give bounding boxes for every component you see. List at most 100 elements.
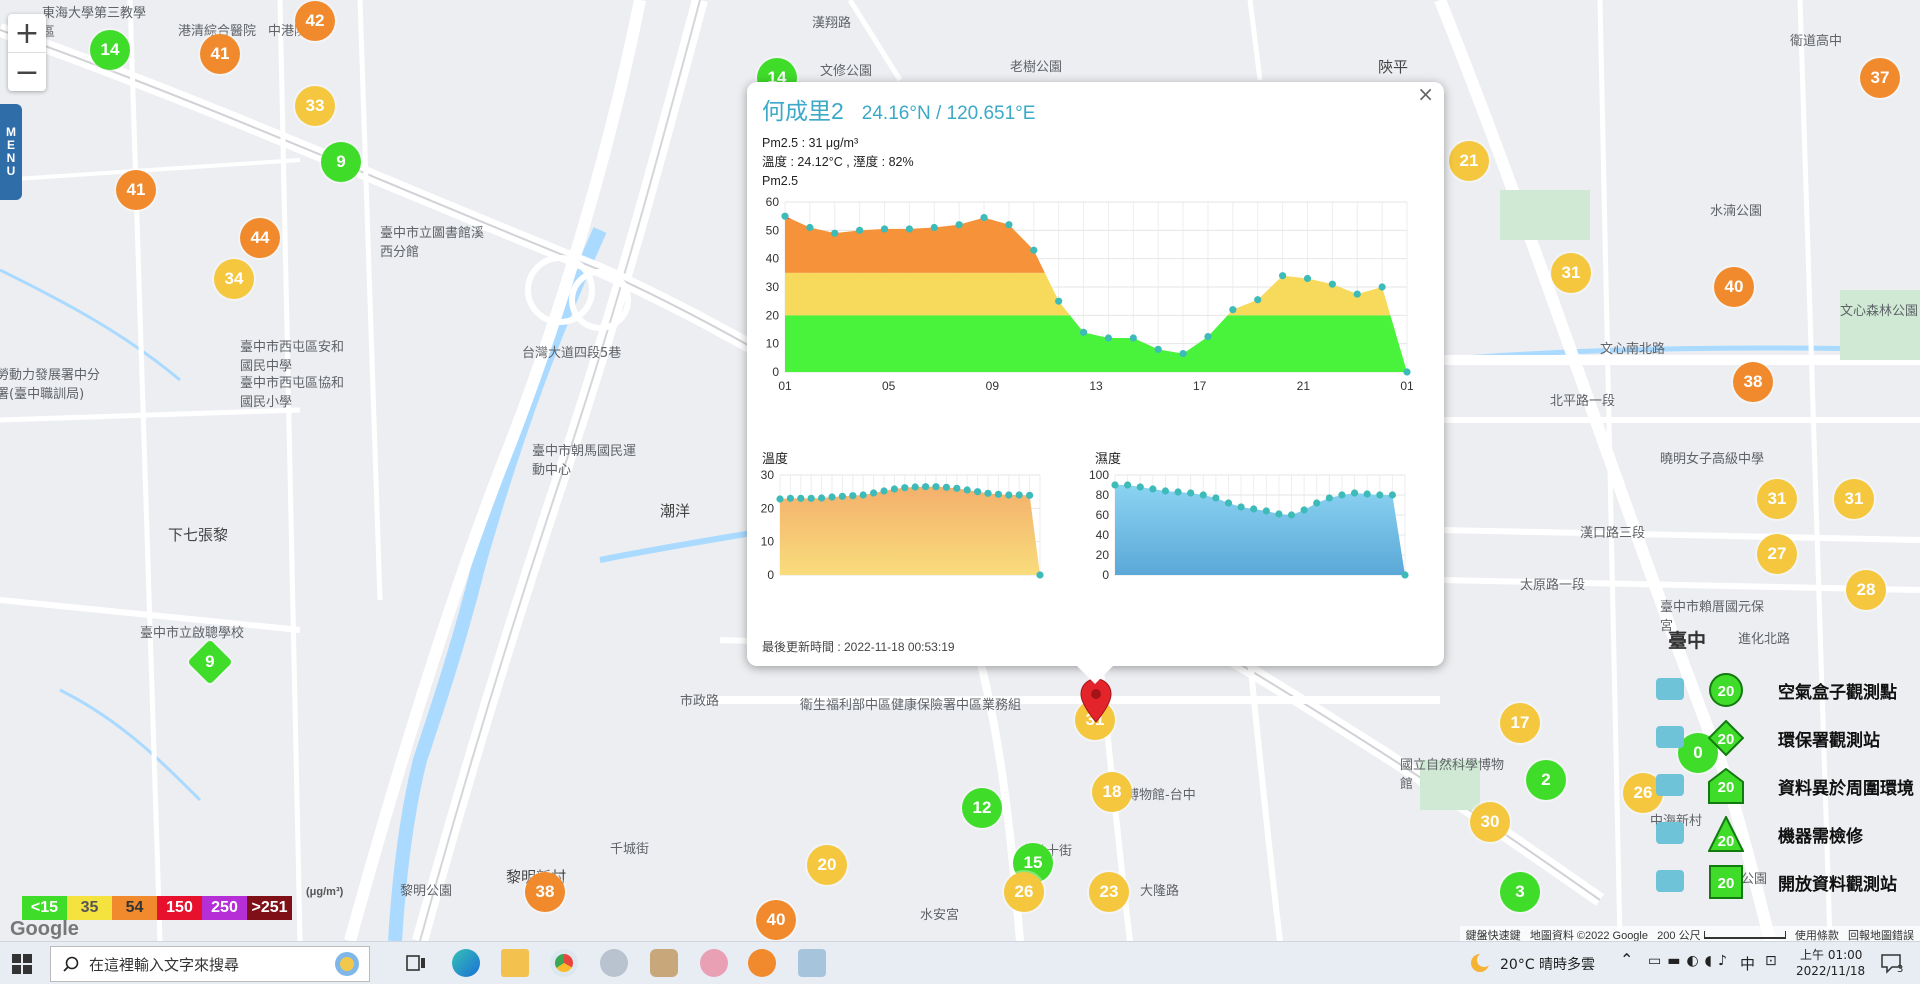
data-point[interactable]: [806, 223, 814, 232]
task-view-icon[interactable]: [402, 949, 430, 977]
data-point[interactable]: [901, 484, 909, 492]
terms-link[interactable]: 使用條款: [1794, 930, 1839, 941]
data-point[interactable]: [1287, 511, 1296, 519]
aq-station-marker[interactable]: 37: [1860, 58, 1900, 98]
aq-station-marker[interactable]: 17: [1500, 703, 1540, 743]
aq-station-marker[interactable]: 31: [1757, 479, 1797, 519]
tray-chevron-icon[interactable]: ⌃: [1620, 950, 1634, 969]
zoom-in-button[interactable]: +: [14, 15, 40, 51]
aq-station-marker[interactable]: 9: [321, 142, 361, 182]
data-point[interactable]: [1199, 491, 1207, 499]
data-point[interactable]: [1250, 505, 1258, 513]
data-point[interactable]: [1300, 506, 1308, 514]
data-point[interactable]: [1212, 494, 1220, 502]
data-point[interactable]: [1104, 334, 1113, 342]
data-point[interactable]: [1350, 489, 1359, 497]
data-point[interactable]: [1030, 246, 1038, 254]
aq-station-marker[interactable]: 3: [1500, 872, 1540, 912]
data-point[interactable]: [818, 494, 826, 502]
aq-station-marker[interactable]: 20: [807, 845, 847, 885]
app-icon-2[interactable]: [650, 949, 678, 977]
chrome-browser-icon[interactable]: [550, 949, 578, 977]
data-point[interactable]: [1055, 297, 1063, 305]
data-point[interactable]: [1174, 488, 1182, 496]
data-point[interactable]: [1224, 499, 1233, 507]
data-point[interactable]: [1015, 491, 1023, 499]
aq-station-marker[interactable]: 26: [1004, 872, 1044, 912]
data-point[interactable]: [922, 483, 930, 491]
aq-station-marker[interactable]: 42: [295, 1, 335, 41]
data-point[interactable]: [994, 490, 1002, 498]
ime-mode-icon[interactable]: ⊡: [1765, 953, 1777, 969]
data-point[interactable]: [1149, 485, 1157, 493]
data-point[interactable]: [1129, 334, 1137, 342]
data-point[interactable]: [1353, 290, 1361, 298]
clock-time[interactable]: 上午 01:00: [1800, 948, 1863, 962]
report-error-link[interactable]: 回報地圖錯誤: [1848, 930, 1914, 941]
taskbar-search-box[interactable]: 在這裡輸入文字來搜尋: [50, 946, 370, 982]
aq-station-marker[interactable]: 44: [240, 218, 280, 258]
ime-indicator[interactable]: 中: [1740, 955, 1756, 973]
data-point[interactable]: [807, 494, 815, 502]
data-point[interactable]: [1388, 491, 1396, 499]
data-point[interactable]: [856, 226, 864, 234]
data-point[interactable]: [1026, 491, 1034, 499]
weather-icon[interactable]: [1468, 951, 1492, 975]
data-point[interactable]: [890, 485, 898, 493]
aq-station-marker[interactable]: 31: [1551, 253, 1591, 293]
data-point[interactable]: [1338, 491, 1346, 499]
aq-station-marker[interactable]: 31: [1834, 479, 1874, 519]
data-point[interactable]: [1313, 499, 1321, 507]
data-point[interactable]: [1161, 487, 1170, 495]
aq-station-marker[interactable]: 41: [116, 170, 156, 210]
data-point[interactable]: [1237, 503, 1245, 511]
data-point[interactable]: [1254, 296, 1262, 304]
close-icon[interactable]: ×: [1417, 82, 1434, 106]
data-point[interactable]: [1403, 368, 1411, 376]
data-point[interactable]: [1328, 280, 1336, 288]
edge-browser-icon[interactable]: [452, 949, 480, 977]
data-point[interactable]: [1111, 481, 1119, 489]
data-point[interactable]: [1303, 274, 1312, 283]
data-point[interactable]: [870, 489, 878, 497]
data-point[interactable]: [880, 487, 888, 495]
data-point[interactable]: [1005, 491, 1013, 499]
data-point[interactable]: [1401, 571, 1409, 579]
data-point[interactable]: [963, 486, 971, 494]
location-pin-icon[interactable]: [1080, 678, 1112, 724]
windows-start-icon[interactable]: [12, 954, 32, 974]
app-icon-5[interactable]: [798, 949, 826, 977]
data-point[interactable]: [955, 221, 963, 229]
data-point[interactable]: [1154, 345, 1162, 353]
aq-station-marker[interactable]: 40: [1714, 267, 1754, 307]
aq-station-marker[interactable]: 12: [962, 788, 1002, 828]
data-point[interactable]: [849, 492, 857, 500]
aq-station-marker[interactable]: 23: [1089, 872, 1129, 912]
scale-text[interactable]: 200 公尺: [1657, 930, 1701, 941]
app-icon-3[interactable]: [700, 949, 728, 977]
zoom-out-button[interactable]: −: [8, 52, 46, 91]
aq-station-marker[interactable]: 14: [90, 30, 130, 70]
aq-station-marker[interactable]: 30: [1470, 802, 1510, 842]
data-point[interactable]: [942, 483, 950, 491]
file-explorer-icon[interactable]: [501, 949, 529, 977]
data-point[interactable]: [1275, 510, 1283, 518]
data-point[interactable]: [831, 229, 839, 237]
data-point[interactable]: [1262, 507, 1270, 515]
keyboard-shortcuts-link[interactable]: 鍵盤快速鍵: [1465, 930, 1521, 941]
data-point[interactable]: [905, 225, 913, 233]
data-point[interactable]: [1204, 332, 1212, 341]
search-highlight-icon[interactable]: [333, 950, 361, 978]
data-point[interactable]: [980, 213, 988, 222]
data-point[interactable]: [1279, 272, 1287, 280]
data-point[interactable]: [953, 484, 961, 492]
tray-system-icons[interactable]: ▭▬◐◖♪: [1648, 953, 1733, 969]
map-canvas[interactable]: 東海大學第三教學區 港清綜合醫院 中港院區 漢翔路 文修公園 老樹公園 陝平 衛道高中 臺中市立…: [0, 0, 1920, 941]
data-point[interactable]: [932, 483, 940, 491]
app-icon-1[interactable]: [600, 949, 628, 977]
data-point[interactable]: [1005, 221, 1013, 229]
data-point[interactable]: [1036, 571, 1044, 579]
data-point[interactable]: [1187, 489, 1195, 497]
weather-text[interactable]: 20°C 晴時多雲: [1500, 957, 1596, 973]
